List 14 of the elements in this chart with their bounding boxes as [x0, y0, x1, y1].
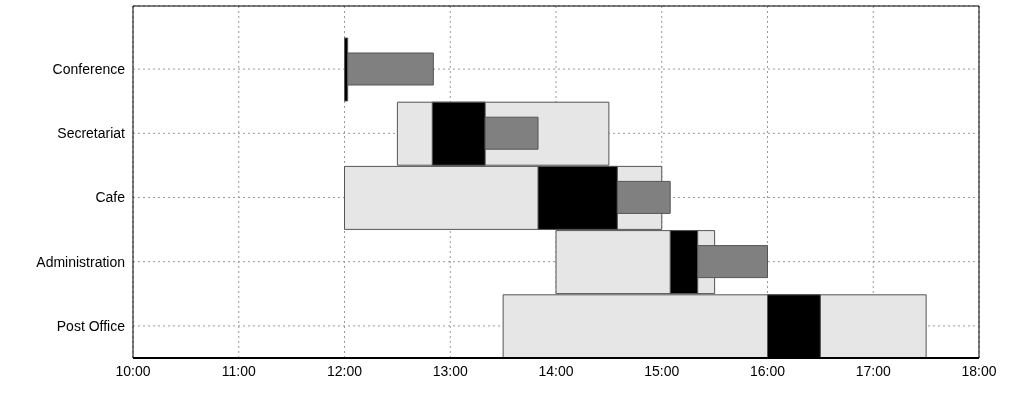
x-tick-label: 16:00 — [749, 362, 786, 379]
x-tick-label: 15:00 — [644, 362, 680, 379]
y-tick-label: Conference — [52, 61, 126, 78]
x-tick-label: 18:00 — [961, 362, 997, 379]
y-tick-label: Post Office — [56, 317, 126, 334]
x-tick-label: 17:00 — [855, 362, 891, 379]
y-tick-label: Secretariat — [57, 125, 126, 142]
x-tick-label: 13:00 — [432, 362, 468, 379]
x-tick-label: 14:00 — [538, 362, 574, 379]
x-tick-label: 12:00 — [326, 362, 363, 379]
x-tick-label: 10:00 — [115, 362, 151, 379]
x-tick-label: 11:00 — [221, 362, 256, 379]
y-tick-label: Administration — [36, 253, 125, 270]
y-tick-label: Cafe — [95, 189, 126, 206]
